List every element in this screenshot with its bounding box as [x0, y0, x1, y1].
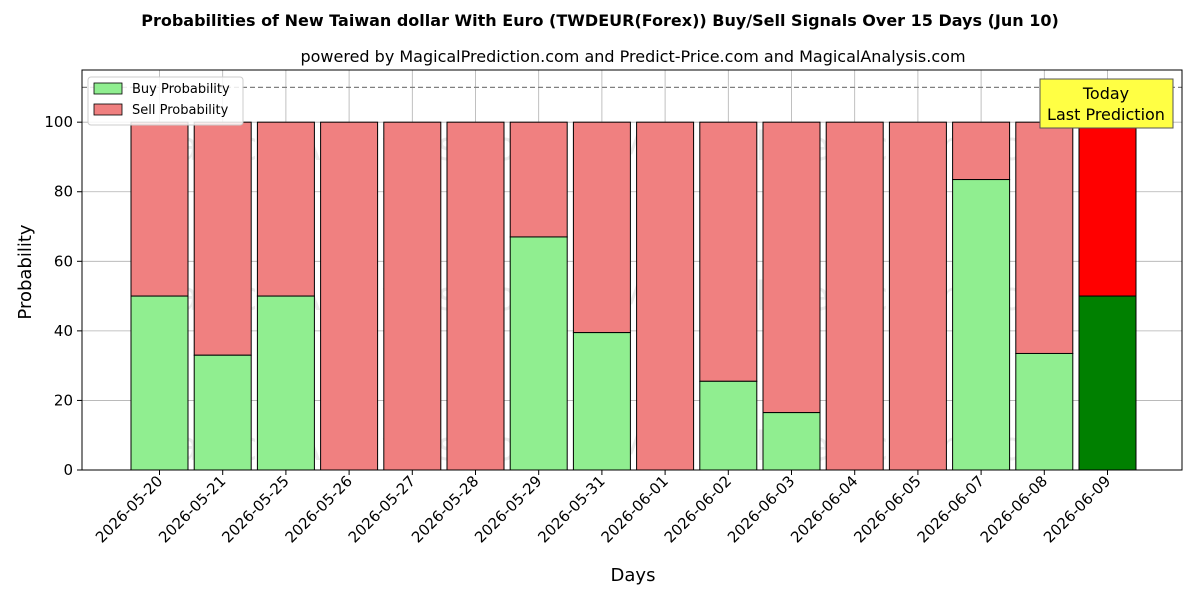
y-tick-label: 20 [54, 391, 73, 409]
bar-sell-2026-05-31 [572, 121, 631, 334]
chart-subtitle: powered by MagicalPrediction.com and Pre… [300, 47, 965, 66]
bar-sell-2026-05-26 [320, 121, 379, 471]
bar-sell-2026-05-27 [383, 121, 442, 471]
legend: Buy Probability Sell Probability [87, 76, 244, 126]
legend-buy-swatch [93, 82, 123, 95]
bar-sell-2026-05-28 [446, 121, 505, 471]
x-tick-label: 2026-06-01 [598, 472, 672, 546]
x-tick-label: 2026-06-04 [787, 472, 861, 546]
bar-buy-2026-05-31 [572, 332, 631, 471]
bar-sell-2026-05-25 [256, 121, 315, 297]
x-tick-label: 2026-05-25 [218, 472, 292, 546]
today-box [1039, 78, 1174, 129]
today-annotation: Today Last Prediction [1039, 78, 1174, 129]
x-tick-label: 2026-05-20 [92, 472, 166, 546]
bar-sell-2026-06-02 [699, 121, 758, 382]
y-axis: 0 20 40 60 80 100 [44, 113, 82, 479]
x-tick-label: 2026-05-27 [345, 472, 419, 546]
bar-sell-2026-06-08 [1015, 121, 1074, 354]
x-tick-label: 2026-06-02 [661, 472, 735, 546]
legend-buy-label: Buy Probability [132, 82, 230, 97]
bar-sell-2026-06-01 [636, 121, 695, 471]
bar-sell-2026-05-21 [193, 121, 252, 356]
bar-buy-2026-05-29 [509, 236, 568, 471]
bar-sell-2026-06-09 [1078, 121, 1137, 297]
legend-box [87, 76, 244, 126]
y-tick-label: 60 [54, 252, 73, 270]
x-tick-label: 2026-06-08 [977, 472, 1051, 546]
bar-buy-2026-05-20 [130, 295, 189, 471]
bar-sell-2026-05-29 [509, 121, 568, 238]
chart-title: Probabilities of New Taiwan dollar With … [141, 11, 1059, 30]
bar-buy-2026-06-03 [762, 412, 821, 471]
bar-buy-2026-05-21 [193, 354, 252, 471]
x-tick-label: 2026-05-29 [471, 472, 545, 546]
bar-buy-2026-06-09 [1078, 295, 1137, 471]
x-axis: 2026-05-202026-05-212026-05-252026-05-26… [92, 470, 1114, 546]
x-tick-label: 2026-06-07 [914, 472, 988, 546]
bar-sell-2026-06-05 [888, 121, 947, 471]
x-tick-label: 2026-05-21 [155, 472, 229, 546]
x-tick-label: 2026-05-26 [282, 472, 356, 546]
x-tick-label: 2026-06-09 [1040, 472, 1114, 546]
legend-sell-swatch [93, 103, 123, 116]
bar-sell-2026-06-07 [952, 121, 1011, 181]
y-tick-label: 40 [54, 322, 73, 340]
x-tick-label: 2026-05-28 [408, 472, 482, 546]
y-tick-label: 0 [63, 461, 73, 479]
y-tick-label: 100 [44, 113, 73, 131]
bar-buy-2026-05-25 [256, 295, 315, 471]
legend-sell-label: Sell Probability [132, 103, 229, 118]
last-prediction-label: Last Prediction [1047, 105, 1165, 124]
bar-sell-2026-06-03 [762, 121, 821, 414]
bar-buy-2026-06-08 [1015, 352, 1074, 471]
plot-frame [81, 69, 1183, 471]
y-tick-label: 80 [54, 183, 73, 201]
bars [130, 121, 1137, 471]
y-axis-label: Probability [15, 224, 36, 319]
today-label: Today [1082, 84, 1129, 103]
bar-sell-2026-06-04 [825, 121, 884, 471]
x-tick-label: 2026-05-31 [534, 472, 608, 546]
x-tick-label: 2026-06-03 [724, 472, 798, 546]
bar-buy-2026-06-07 [952, 179, 1011, 471]
x-axis-label: Days [611, 565, 656, 586]
x-tick-label: 2026-06-05 [850, 472, 924, 546]
bar-buy-2026-06-02 [699, 380, 758, 471]
bar-sell-2026-05-20 [130, 121, 189, 297]
